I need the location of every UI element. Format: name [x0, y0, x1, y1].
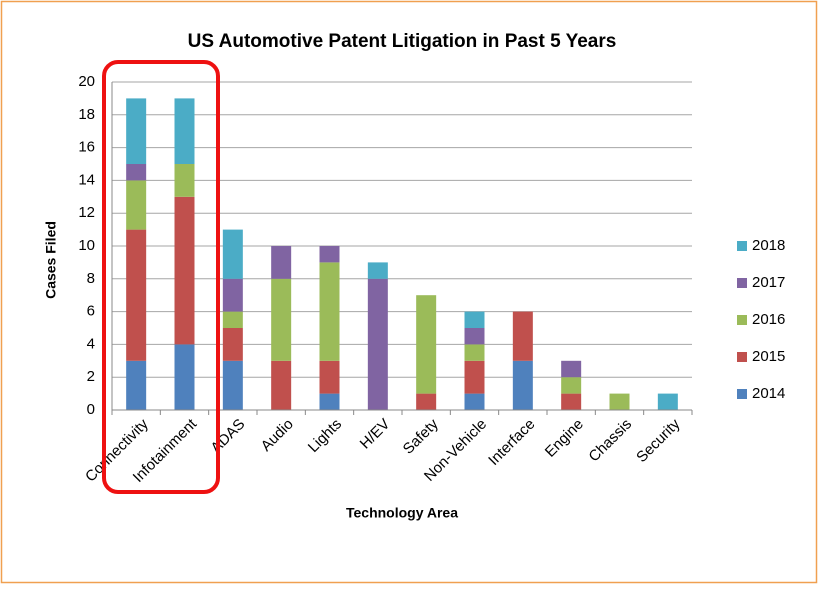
bar-segment [464, 393, 485, 410]
bar-segment [126, 164, 147, 181]
bar-segment [561, 360, 582, 378]
y-tick-label: 10 [78, 237, 95, 254]
legend-label: 2015 [752, 348, 785, 365]
bar-segment [222, 328, 243, 361]
bar-segment [416, 295, 437, 394]
bar-segment [319, 246, 340, 263]
y-tick-label: 4 [87, 335, 95, 352]
bar-segment [222, 311, 243, 328]
legend-label: 2017 [752, 274, 785, 291]
bar-segment [416, 393, 437, 410]
bar-segment [126, 360, 147, 410]
y-tick-label: 6 [87, 303, 95, 320]
bar-segment [126, 180, 147, 230]
bar-segment [464, 344, 485, 361]
bar-segment [222, 229, 243, 279]
y-tick-label: 8 [87, 270, 95, 287]
bar-segment [271, 246, 292, 279]
bar-segment [222, 360, 243, 410]
bar-segment [271, 278, 292, 361]
y-tick-label: 0 [87, 401, 95, 418]
bar-segment [319, 262, 340, 361]
bar-segment [367, 278, 388, 410]
bar-segment [367, 262, 388, 279]
bar-segment [512, 360, 533, 410]
bar-segment [464, 311, 485, 328]
chart-title: US Automotive Patent Litigation in Past … [188, 31, 617, 52]
y-axis-title: Cases Filed [43, 221, 59, 299]
bar-segment [126, 229, 147, 361]
legend-swatch [737, 241, 747, 251]
y-tick-label: 18 [78, 106, 95, 123]
bar-segment [464, 328, 485, 345]
legend-label: 2016 [752, 311, 785, 328]
x-axis-title: Technology Area [346, 505, 458, 521]
bar-segment [174, 164, 195, 197]
legend-swatch [737, 278, 747, 288]
bar-segment [222, 278, 243, 312]
bar-segment [174, 196, 195, 345]
bar-segment [319, 393, 340, 410]
y-tick-label: 16 [78, 139, 95, 156]
bar-segment [174, 98, 195, 164]
legend-swatch [737, 352, 747, 362]
bar-segment [561, 393, 582, 410]
y-tick-label: 2 [87, 368, 95, 385]
bar-segment [512, 311, 533, 361]
bar-segment [126, 98, 147, 164]
bar-segment [319, 360, 340, 394]
bar-segment [609, 393, 630, 410]
legend-label: 2014 [752, 385, 785, 402]
bar-segment [271, 360, 292, 410]
legend-label: 2018 [752, 237, 785, 254]
y-tick-label: 12 [78, 204, 95, 221]
bar-segment [561, 377, 582, 394]
y-tick-label: 20 [78, 73, 95, 90]
y-tick-label: 14 [78, 171, 95, 188]
legend-swatch [737, 389, 747, 399]
bar-segment [464, 360, 485, 394]
bar-segment [657, 393, 678, 410]
highlight-box [102, 60, 220, 494]
bar-segment [174, 344, 195, 410]
legend-swatch [737, 315, 747, 325]
